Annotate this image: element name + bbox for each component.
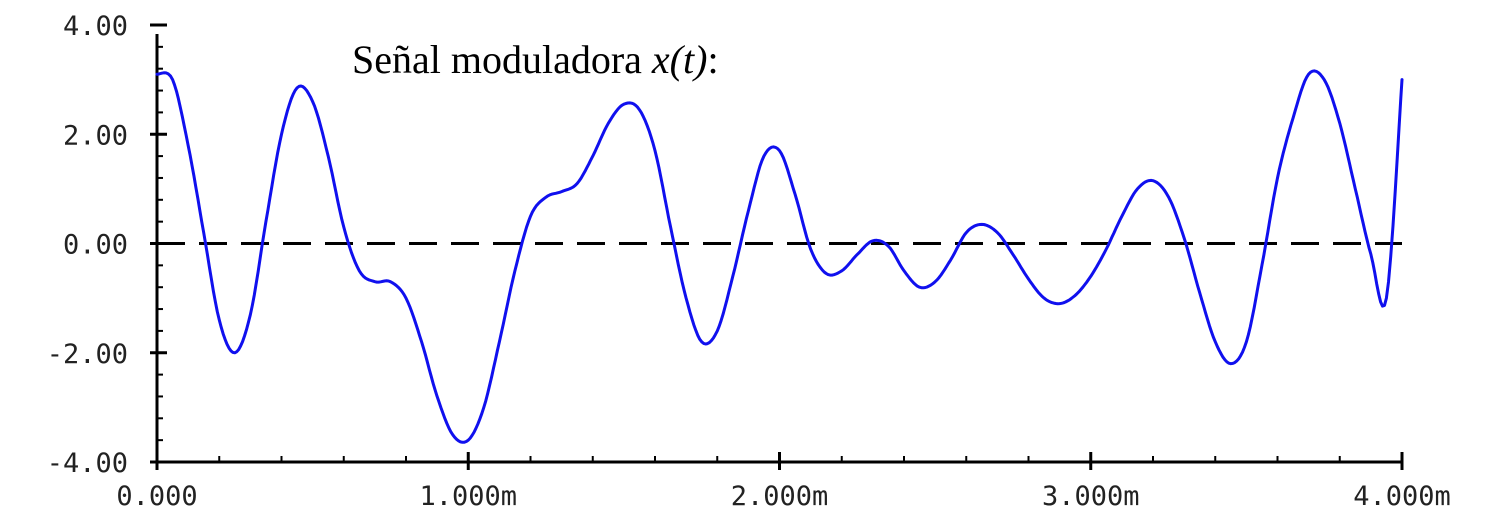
x-tick-label: 1.000m [419,481,517,512]
y-tick-label: 2.00 [63,120,128,151]
chart-title: Señal moduladora x(t): [352,37,719,82]
x-tick-label: 4.000m [1353,481,1451,512]
y-tick-label: -2.00 [47,339,128,370]
x-tick-label: 0.000 [116,481,197,512]
y-tick-label: 0.00 [63,230,128,261]
series-line-x-t [155,69,1404,444]
y-tick-label: 4.00 [63,11,128,42]
major-ticks [150,23,1404,470]
x-tick-label: 3.000m [1042,481,1140,512]
y-tick-labels: 4.00 2.00 0.00 -2.00 -4.00 [47,11,128,479]
y-tick-label: -4.00 [47,448,128,479]
chart-title-suffix: : [707,37,718,82]
chart-title-main: Señal moduladora [352,37,642,82]
axes [155,34,1402,464]
x-tick-label: 2.000m [731,481,829,512]
chart-title-signal: x(t) [651,37,708,82]
x-tick-labels: 0.000 1.000m 2.000m 3.000m 4.000m [116,481,1450,512]
